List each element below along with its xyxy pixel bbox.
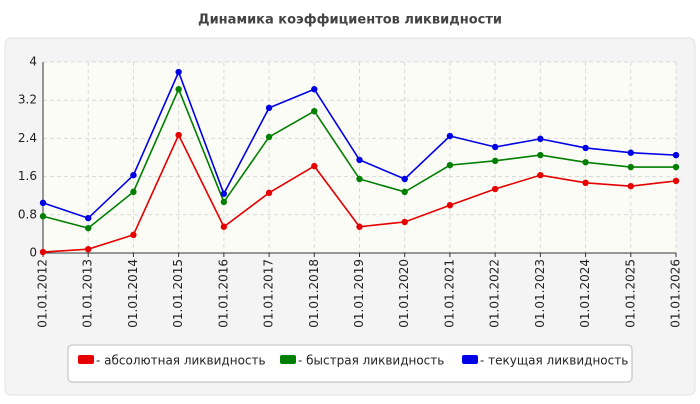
data-point <box>175 86 182 93</box>
data-point <box>627 182 634 190</box>
data-point <box>39 213 47 220</box>
x-tick-label: 01.01.2016 <box>216 259 230 328</box>
data-point <box>627 149 634 156</box>
data-point <box>39 248 47 256</box>
data-point <box>401 175 408 183</box>
x-tick-label: 01.01.2023 <box>533 259 547 328</box>
data-point <box>491 185 499 193</box>
data-point <box>85 224 92 232</box>
x-tick-label: 01.01.2025 <box>623 259 637 328</box>
legend-marker <box>280 355 296 364</box>
x-tick-label: 01.01.2020 <box>397 259 411 328</box>
x-tick-label: 01.01.2022 <box>488 259 502 328</box>
data-point <box>491 143 499 151</box>
legend-label: - быстрая ликвидность <box>298 354 444 368</box>
y-tick-label: 3.2 <box>18 93 37 107</box>
x-tick-label: 01.01.2021 <box>442 259 456 328</box>
y-tick-label: 1.6 <box>18 169 37 183</box>
data-point <box>627 163 634 171</box>
data-point <box>356 223 363 230</box>
x-tick-label: 01.01.2024 <box>578 259 592 328</box>
data-point <box>220 223 228 230</box>
data-point <box>85 245 92 253</box>
data-point <box>672 163 680 171</box>
legend-label: - текущая ликвидность <box>480 354 628 368</box>
data-point <box>446 161 454 169</box>
data-point <box>311 162 318 170</box>
data-point <box>265 104 273 112</box>
data-point <box>85 214 92 222</box>
legend <box>67 344 633 383</box>
x-tick-label: 01.01.2026 <box>669 259 683 328</box>
x-tick-label: 01.01.2012 <box>36 259 50 328</box>
data-point <box>356 156 363 164</box>
x-tick-label: 01.01.2015 <box>171 259 185 328</box>
legend-marker <box>78 355 94 364</box>
data-point <box>311 107 318 115</box>
data-point <box>311 86 318 93</box>
legend-label: - абсолютная ликвидность <box>96 354 266 368</box>
data-point <box>175 131 182 139</box>
data-point <box>130 188 137 196</box>
x-tick-label: 01.01.2014 <box>126 259 140 328</box>
y-tick-label: 0 <box>29 246 37 260</box>
data-point <box>175 68 182 76</box>
data-point <box>130 231 137 239</box>
data-point <box>446 202 454 209</box>
data-point <box>401 218 408 226</box>
y-tick-label: 4 <box>29 55 37 69</box>
y-tick-label: 2.4 <box>18 131 37 145</box>
data-point <box>265 189 273 197</box>
x-tick-label: 01.01.2017 <box>262 259 276 328</box>
data-point <box>356 175 363 183</box>
data-point <box>672 151 680 159</box>
data-point <box>491 157 499 165</box>
data-point <box>582 159 589 166</box>
data-point <box>265 133 273 141</box>
chart-title: Динамика коэффициентов ликвидности <box>198 13 502 28</box>
y-tick-label: 0.8 <box>18 207 37 221</box>
data-point <box>446 132 454 140</box>
data-point <box>220 190 228 197</box>
x-tick-label: 01.01.2013 <box>81 259 95 328</box>
data-point <box>582 179 589 187</box>
data-point <box>537 135 544 143</box>
x-tick-label: 01.01.2018 <box>307 259 321 328</box>
data-point <box>672 177 680 185</box>
data-point <box>582 144 589 152</box>
data-point <box>537 151 544 159</box>
data-point <box>537 171 544 179</box>
data-point <box>39 199 47 207</box>
x-tick-label: 01.01.2019 <box>352 259 366 328</box>
data-point <box>220 198 228 206</box>
legend-marker <box>462 355 478 364</box>
data-point <box>130 171 137 179</box>
data-point <box>401 188 408 196</box>
